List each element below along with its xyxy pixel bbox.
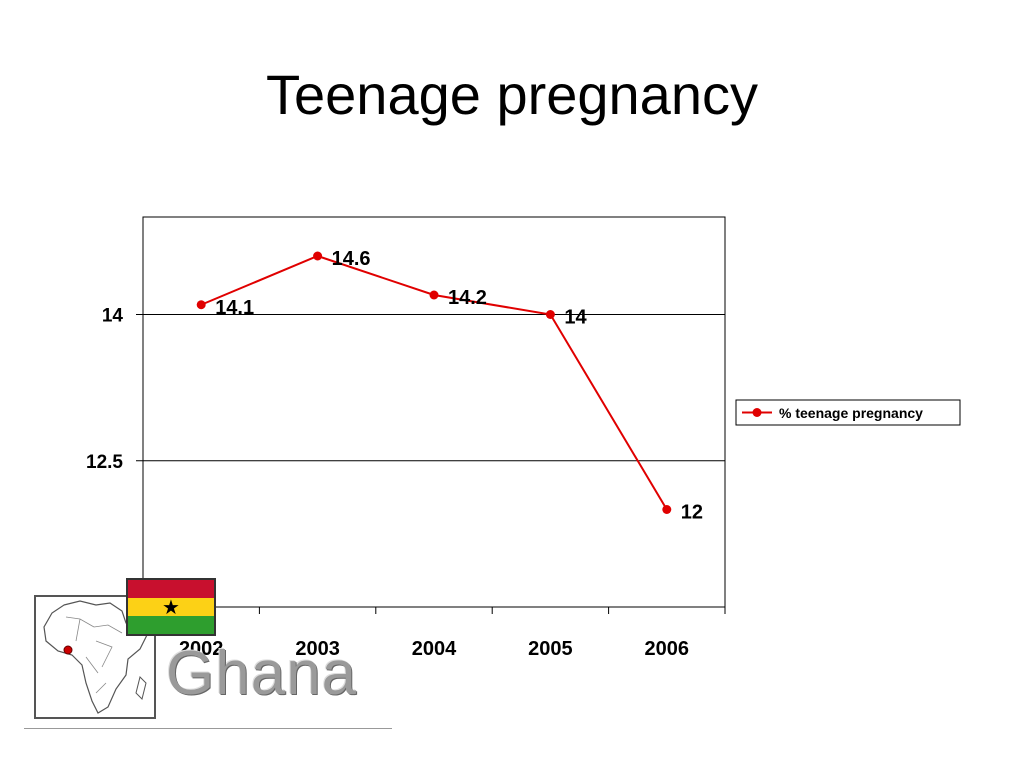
data-label: 14.6 <box>332 248 371 270</box>
legend: % teenage pregnancy <box>735 399 961 426</box>
x-tick-label: 2005 <box>528 638 573 660</box>
data-point <box>429 290 439 300</box>
gridlines <box>143 314 725 462</box>
data-point <box>313 251 323 261</box>
data-label: 12 <box>681 502 703 524</box>
plot-area <box>142 216 726 608</box>
data-label: 14 <box>564 307 587 329</box>
legend-marker-icon <box>752 408 762 417</box>
ghana-flag-icon: ★ <box>126 578 216 636</box>
legend-label: % teenage pregnancy <box>779 405 923 421</box>
x-tick-label: 2004 <box>412 638 457 660</box>
y-tick-label: 14 <box>102 306 124 327</box>
legend-box <box>735 399 961 426</box>
country-name: Ghana <box>166 639 358 708</box>
x-tick-label: 2002 <box>179 638 224 660</box>
flag-yellow-band <box>128 597 214 616</box>
flag-green-band <box>128 615 214 634</box>
data-point <box>196 300 206 310</box>
slide-title: Teenage pregnancy <box>266 63 758 126</box>
africa-map-drawing <box>43 600 149 714</box>
y-tick-label: 12.5 <box>86 452 123 473</box>
x-tick-label: 2003 <box>295 638 340 660</box>
x-tick-label: 2006 <box>645 638 690 660</box>
flag-star-icon: ★ <box>162 595 180 619</box>
series <box>196 251 672 514</box>
flag-red-band <box>128 580 214 598</box>
data-point <box>545 310 555 319</box>
data-point <box>662 505 672 514</box>
data-label: 14.2 <box>448 287 487 309</box>
ghana-location-marker <box>63 645 73 655</box>
data-label: 14.1 <box>215 297 254 319</box>
divider <box>24 728 392 729</box>
